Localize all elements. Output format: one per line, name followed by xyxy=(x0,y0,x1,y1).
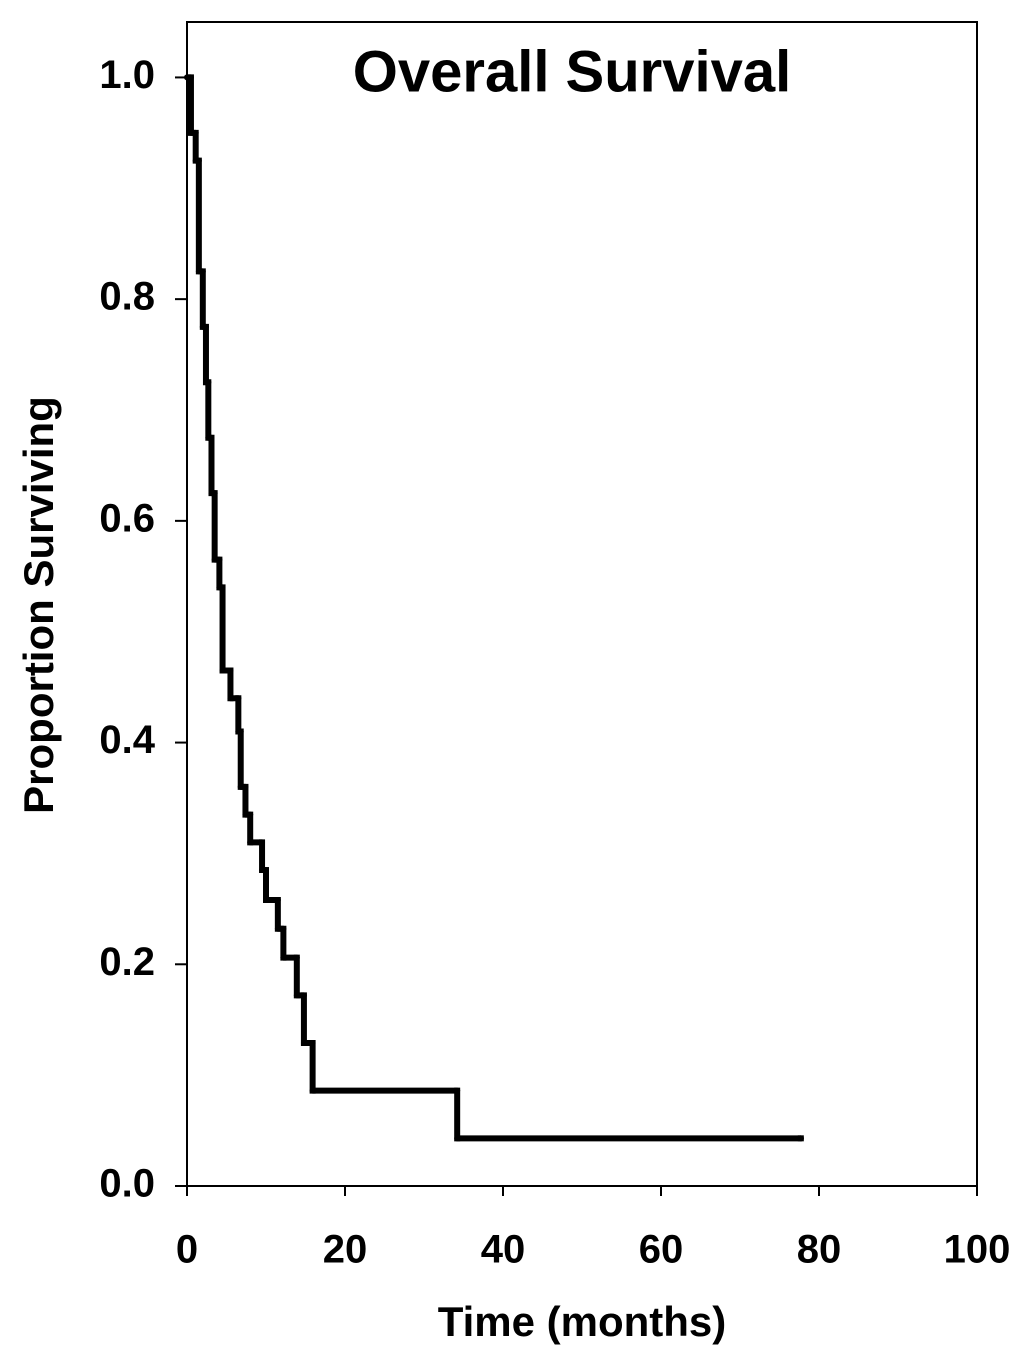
y-tick-label: 0.0 xyxy=(99,1162,155,1206)
x-axis-label: Time (months) xyxy=(438,1298,727,1345)
x-tick-label: 0 xyxy=(176,1228,198,1272)
y-tick-label: 0.4 xyxy=(99,718,155,762)
y-tick-label: 0.6 xyxy=(99,496,155,540)
y-axis-label: Proportion Surviving xyxy=(15,396,62,814)
x-tick-label: 40 xyxy=(481,1228,526,1272)
y-tick-label: 1.0 xyxy=(99,53,155,97)
y-tick-label: 0.8 xyxy=(99,275,155,319)
x-tick-label: 80 xyxy=(797,1228,842,1272)
chart-title: Overall Survival xyxy=(353,39,791,104)
y-tick-label: 0.2 xyxy=(99,940,155,984)
plot-frame xyxy=(186,21,978,1187)
x-tick-label: 20 xyxy=(323,1228,368,1272)
x-tick-label: 60 xyxy=(639,1228,684,1272)
x-tick-label: 100 xyxy=(944,1228,1011,1272)
